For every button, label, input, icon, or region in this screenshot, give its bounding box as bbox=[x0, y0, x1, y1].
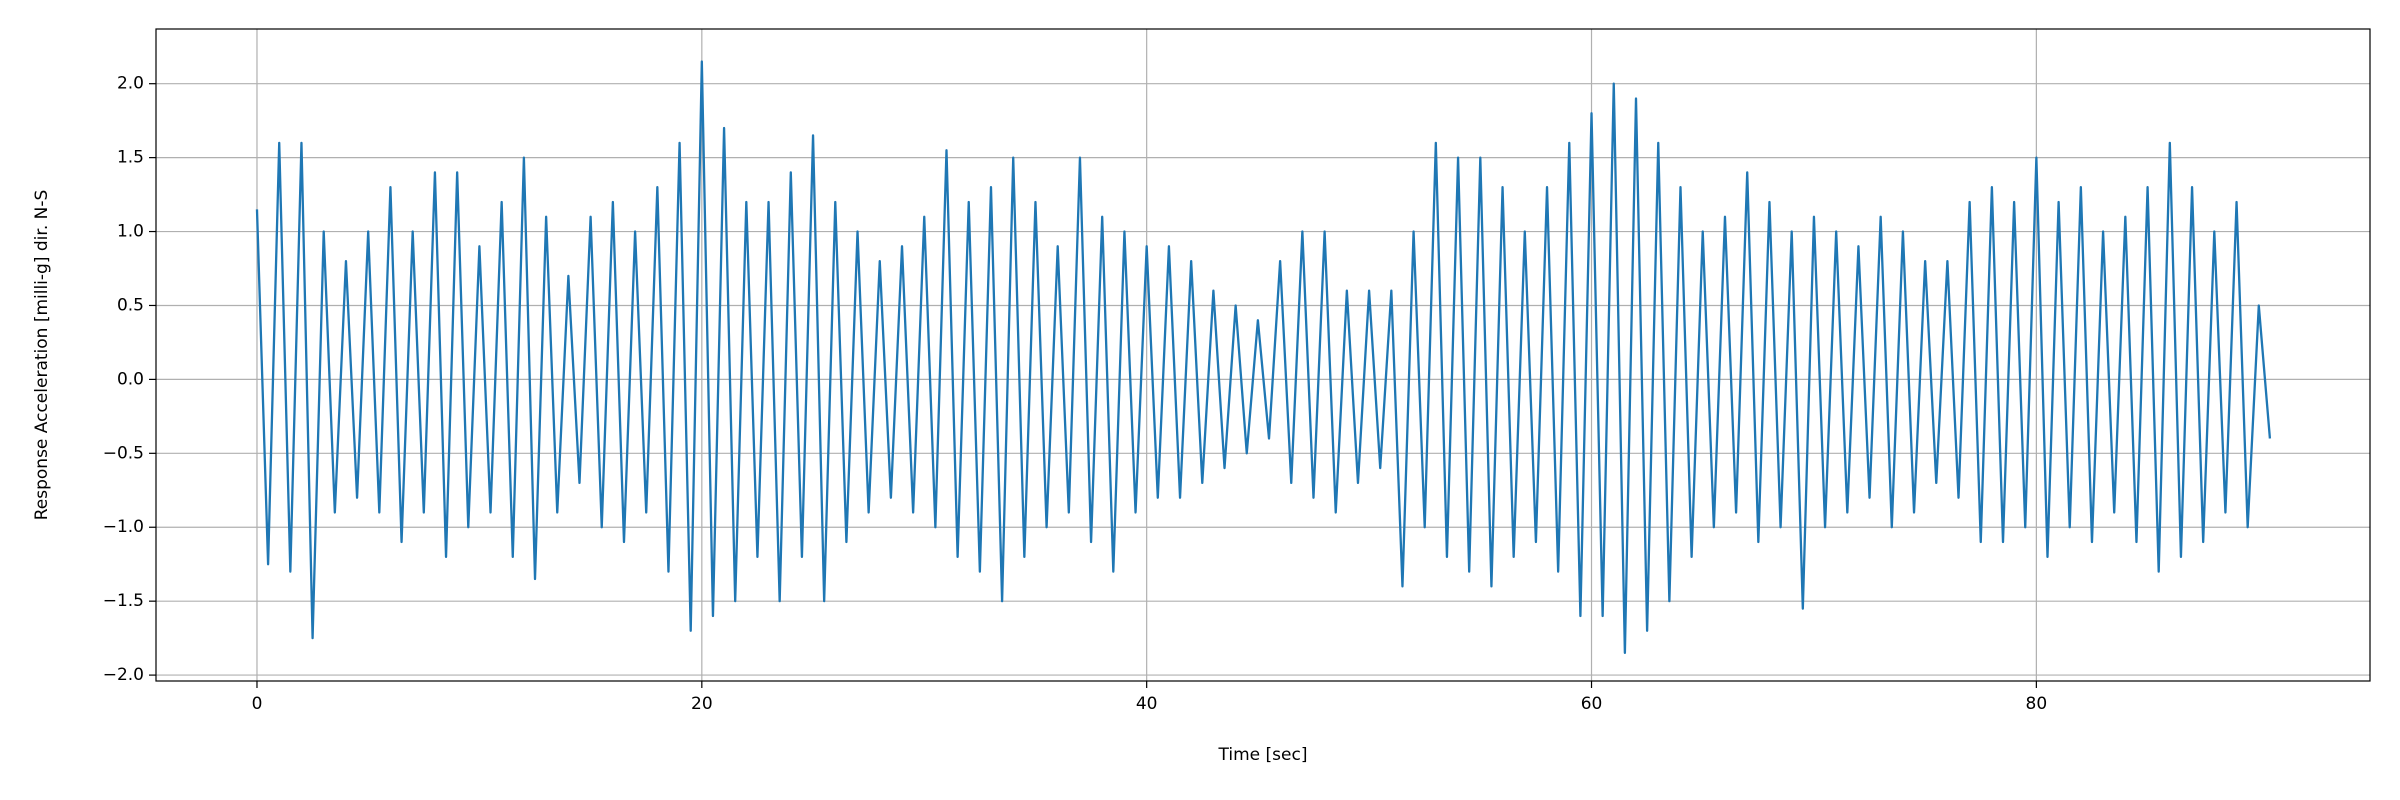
y-tick-label: −1.5 bbox=[103, 591, 144, 611]
data-line bbox=[255, 60, 2272, 655]
y-tick-label: −1.0 bbox=[103, 517, 144, 537]
y-tick-label: −2.0 bbox=[103, 665, 144, 685]
y-axis-label: Response Acceleration [milli-g] dir. N-S bbox=[32, 190, 52, 521]
y-tick-label: 1.5 bbox=[117, 148, 144, 168]
y-tick-label: 0.5 bbox=[117, 295, 144, 315]
x-axis-label: Time [sec] bbox=[1218, 745, 1308, 765]
plot-frame bbox=[155, 28, 2371, 682]
y-tick-label: 2.0 bbox=[117, 74, 144, 94]
y-tick-label: 0.0 bbox=[117, 369, 144, 389]
x-tick-label: 20 bbox=[691, 694, 713, 714]
y-tick-label: 1.0 bbox=[117, 222, 144, 242]
x-tick-label: 40 bbox=[1136, 694, 1158, 714]
x-tick-label: 0 bbox=[252, 694, 263, 714]
y-tick-label: −0.5 bbox=[103, 443, 144, 463]
x-tick-label: 60 bbox=[1581, 694, 1603, 714]
x-tick-label: 80 bbox=[2026, 694, 2048, 714]
